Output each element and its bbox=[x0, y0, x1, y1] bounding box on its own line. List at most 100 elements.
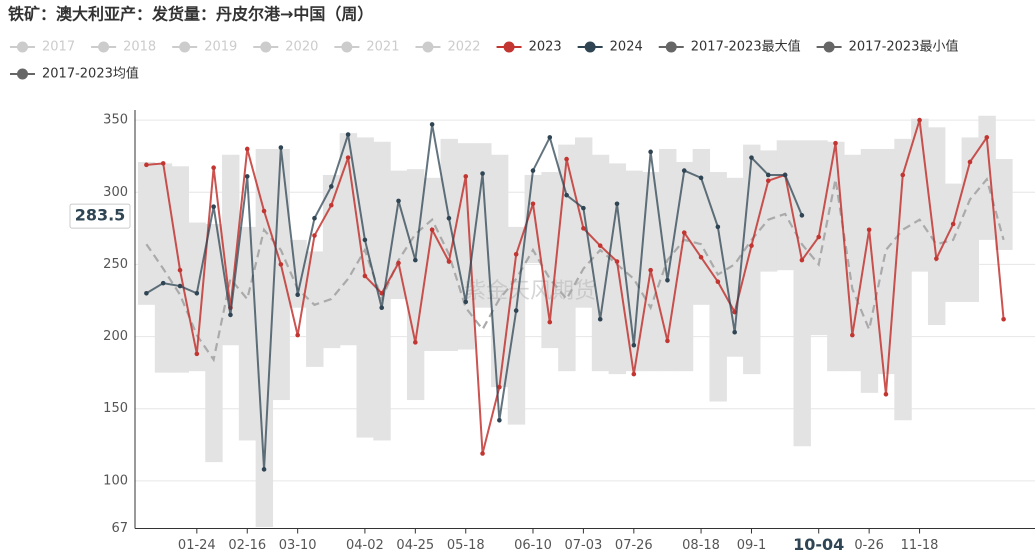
y-tick-label: 100 bbox=[103, 473, 128, 488]
legend-label: 2017-2023最小值 bbox=[849, 39, 959, 55]
y-tick-label: 250 bbox=[103, 257, 128, 272]
range-band bbox=[625, 170, 643, 372]
legend-label: 2020 bbox=[285, 40, 318, 55]
watermark: 紫金天风期货 bbox=[464, 279, 596, 304]
x-tick-label: 03-10 bbox=[279, 538, 317, 553]
data-point bbox=[194, 290, 200, 296]
data-point bbox=[681, 168, 687, 173]
data-point bbox=[312, 215, 317, 221]
legend-item[interactable]: 2017-2023均值 bbox=[10, 66, 139, 82]
x-tick-label: 11-18 bbox=[901, 538, 939, 553]
legend-dot bbox=[179, 41, 191, 53]
series-line bbox=[145, 176, 1005, 363]
data-point bbox=[160, 161, 166, 166]
data-point bbox=[211, 204, 216, 209]
legend-item[interactable]: 2022 bbox=[415, 40, 481, 55]
range-band bbox=[238, 226, 257, 441]
range-band bbox=[944, 183, 963, 302]
data-point bbox=[917, 117, 922, 123]
legend-label: 2024 bbox=[610, 40, 643, 55]
data-point bbox=[665, 277, 670, 283]
legend-item[interactable]: 2017-2023最大值 bbox=[658, 39, 801, 55]
data-point bbox=[480, 451, 485, 456]
data-point bbox=[328, 184, 334, 189]
data-point bbox=[362, 273, 368, 279]
legend-dot bbox=[17, 41, 28, 53]
range-band bbox=[490, 154, 509, 388]
data-point bbox=[581, 226, 586, 231]
x-tick-label: 09-1 bbox=[737, 538, 767, 553]
data-point bbox=[413, 340, 418, 345]
data-point bbox=[328, 202, 334, 208]
legend-item[interactable]: 2020 bbox=[253, 40, 318, 55]
x-tick-label: 07-26 bbox=[615, 538, 653, 553]
legend-item[interactable]: 2019 bbox=[172, 40, 237, 55]
range-band bbox=[322, 174, 341, 349]
data-point bbox=[900, 172, 906, 178]
data-point bbox=[765, 178, 771, 184]
data-point bbox=[429, 227, 435, 233]
data-point bbox=[665, 338, 670, 344]
data-point bbox=[278, 262, 284, 267]
data-point bbox=[480, 171, 485, 176]
data-point bbox=[194, 351, 200, 357]
data-point bbox=[984, 135, 990, 140]
data-point bbox=[749, 243, 754, 248]
y-tick-label: 200 bbox=[103, 329, 128, 344]
range-band bbox=[423, 177, 442, 351]
data-point bbox=[345, 155, 351, 160]
data-point bbox=[261, 208, 267, 214]
x-tick-label: 02-16 bbox=[228, 538, 266, 553]
data-point bbox=[681, 230, 687, 235]
pointer-x-label: 10-04 bbox=[793, 535, 844, 554]
data-point bbox=[547, 135, 553, 140]
data-point bbox=[177, 283, 183, 289]
data-point bbox=[597, 243, 603, 248]
range-band bbox=[692, 148, 711, 305]
legend-item[interactable]: 2017 bbox=[10, 40, 75, 55]
data-point bbox=[244, 174, 250, 179]
data-point bbox=[211, 165, 216, 171]
data-point bbox=[934, 256, 939, 261]
x-tick-label: 04-25 bbox=[396, 538, 434, 553]
data-point bbox=[648, 267, 653, 273]
data-point bbox=[228, 312, 233, 318]
pointer-y-box bbox=[69, 203, 131, 229]
data-point bbox=[261, 467, 267, 472]
data-point bbox=[513, 308, 519, 313]
range-band bbox=[776, 140, 795, 271]
y-tick-label: 67 bbox=[111, 521, 128, 536]
data-point bbox=[631, 371, 637, 377]
legend-item[interactable]: 2021 bbox=[334, 40, 399, 55]
data-point bbox=[799, 257, 805, 263]
data-point bbox=[446, 215, 452, 221]
data-point bbox=[581, 205, 586, 211]
legend-label: 2018 bbox=[123, 40, 156, 55]
legend-item[interactable]: 2018 bbox=[91, 40, 156, 55]
legend-item[interactable]: 2017-2023最小值 bbox=[816, 39, 959, 55]
data-point bbox=[816, 234, 822, 240]
range-band bbox=[894, 138, 912, 421]
range-band bbox=[591, 154, 610, 372]
data-point bbox=[396, 260, 401, 266]
range-band bbox=[356, 137, 374, 438]
data-point bbox=[715, 279, 721, 285]
data-point bbox=[547, 319, 553, 325]
range-band bbox=[205, 224, 223, 463]
data-point bbox=[698, 175, 704, 181]
data-point bbox=[312, 233, 317, 238]
data-point bbox=[597, 316, 603, 322]
x-tick-label: 04-02 bbox=[346, 538, 384, 553]
legend-item[interactable]: 2023 bbox=[496, 40, 562, 55]
data-point bbox=[463, 174, 469, 179]
legend-dot bbox=[17, 68, 28, 80]
data-point bbox=[530, 168, 536, 173]
legend-label: 2017-2023最大值 bbox=[691, 39, 801, 55]
x-tick-label: 07-03 bbox=[565, 538, 603, 553]
data-point bbox=[177, 267, 183, 273]
legend-item[interactable]: 2024 bbox=[577, 40, 643, 55]
range-band bbox=[390, 170, 408, 300]
range-band bbox=[541, 172, 559, 349]
data-point bbox=[1001, 316, 1006, 322]
